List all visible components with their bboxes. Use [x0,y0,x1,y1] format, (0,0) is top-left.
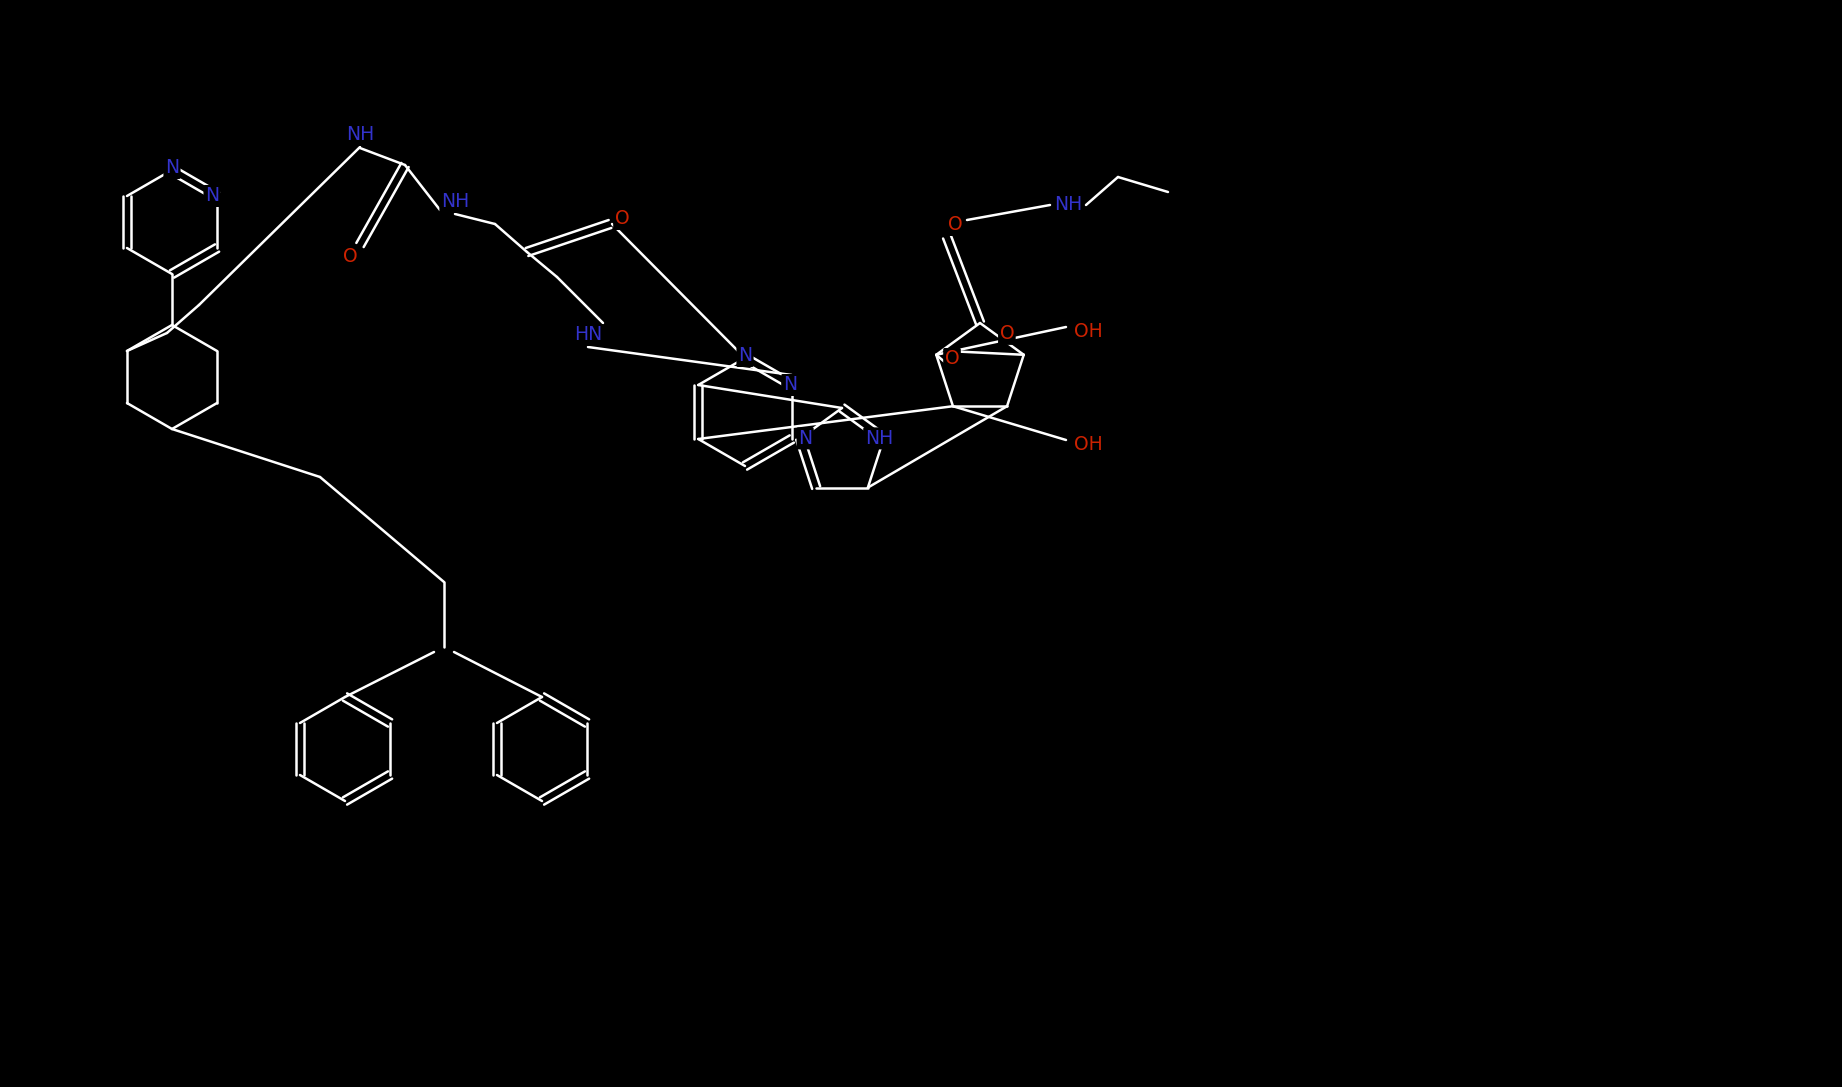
Text: HN: HN [575,325,602,345]
Text: N: N [166,159,179,177]
Text: N: N [204,187,219,205]
Text: O: O [615,210,630,228]
Text: O: O [1000,324,1015,343]
Text: N: N [783,375,798,395]
Text: N: N [739,347,752,365]
Text: O: O [947,215,962,235]
Text: O: O [945,350,960,368]
Text: NH: NH [1054,196,1081,214]
Text: OH: OH [1074,323,1102,341]
Text: N: N [798,429,812,448]
Text: NH: NH [864,429,893,448]
Text: OH: OH [1074,436,1102,454]
Text: NH: NH [346,125,374,145]
Text: O: O [343,248,357,266]
Text: NH: NH [440,192,470,212]
